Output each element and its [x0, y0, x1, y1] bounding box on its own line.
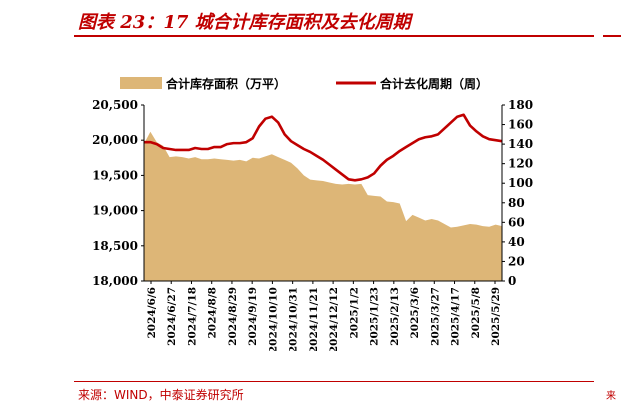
- x-tick-label: 2024/9/19: [247, 287, 259, 346]
- left-tick-label: 19,500: [92, 168, 138, 182]
- edge-mark: 来: [606, 391, 616, 402]
- right-tick-label: 0: [508, 274, 516, 288]
- chart-panel: 18,000 18,500 19,000 19,500 20,000 20,500 0 20 4…: [74, 48, 544, 351]
- legend-label-area: 合计库存面积（万平）: [166, 76, 286, 91]
- x-tick-label: 2025/1/2: [348, 287, 360, 339]
- x-tick-label: 2024/10/31: [288, 287, 300, 351]
- right-tick-label: 20: [508, 254, 525, 268]
- right-tick-label: 120: [508, 157, 533, 171]
- left-tick-label: 18,000: [92, 274, 138, 288]
- right-tick-label: 40: [508, 235, 525, 249]
- x-tick-label: 2025/3/27: [429, 287, 441, 346]
- chart-svg: 18,000 18,500 19,000 19,500 20,000 20,500 0 20 4…: [92, 76, 533, 351]
- left-tick-label: 20,500: [92, 98, 138, 112]
- left-tick-label: 20,000: [92, 133, 138, 147]
- footer-rule: [74, 381, 594, 382]
- right-tick-label: 60: [508, 215, 525, 229]
- right-tick-label: 80: [508, 196, 525, 210]
- legend-swatch-area: [120, 77, 162, 89]
- x-tick-label: 2025/5/8: [470, 287, 482, 339]
- edge-rule: [603, 35, 621, 37]
- right-tick-label: 160: [508, 118, 533, 132]
- x-tick-label: 2024/8/8: [207, 287, 219, 339]
- source-note: 来源：WIND，中泰证券研究所: [78, 388, 244, 402]
- x-tick-label: 2024/8/29: [227, 287, 239, 346]
- x-tick-label: 2025/4/17: [450, 287, 462, 346]
- left-tick-label: 18,500: [92, 239, 138, 253]
- x-tick-label: 2024/11/21: [308, 287, 320, 351]
- figure-title: 图表 23：17 城合计库存面积及去化周期: [78, 12, 411, 33]
- x-tick-label: 2025/1/23: [369, 287, 381, 346]
- right-tick-label: 140: [508, 137, 533, 151]
- inventory-area-series: [144, 131, 502, 281]
- right-tick-label: 100: [508, 176, 533, 190]
- x-tick-label: 2025/3/6: [409, 287, 421, 339]
- left-tick-label: 19,000: [92, 204, 138, 218]
- destock-cycle-line-series: [144, 113, 503, 182]
- x-tick-label: 2024/10/10: [267, 287, 279, 351]
- x-tick-label: 2024/7/18: [186, 287, 198, 346]
- x-tick-label: 2024/6/6: [146, 287, 158, 339]
- x-tick-label: 2025/5/29: [490, 287, 502, 346]
- x-tick-label: 2025/2/13: [389, 287, 401, 346]
- x-tick-label: 2024/12/12: [328, 287, 340, 351]
- right-tick-label: 180: [508, 98, 533, 112]
- title-rule: [74, 35, 594, 37]
- legend-label-line: 合计去化周期（周）: [380, 76, 488, 91]
- x-tick-label: 2024/6/27: [166, 287, 178, 346]
